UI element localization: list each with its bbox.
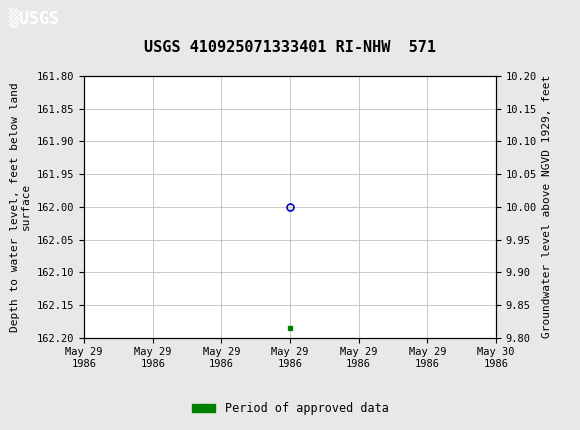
Legend: Period of approved data: Period of approved data: [187, 397, 393, 420]
Y-axis label: Groundwater level above NGVD 1929, feet: Groundwater level above NGVD 1929, feet: [542, 75, 552, 338]
Y-axis label: Depth to water level, feet below land
surface: Depth to water level, feet below land su…: [10, 82, 31, 332]
Text: ▒USGS: ▒USGS: [9, 8, 59, 28]
Text: USGS 410925071333401 RI-NHW  571: USGS 410925071333401 RI-NHW 571: [144, 40, 436, 55]
